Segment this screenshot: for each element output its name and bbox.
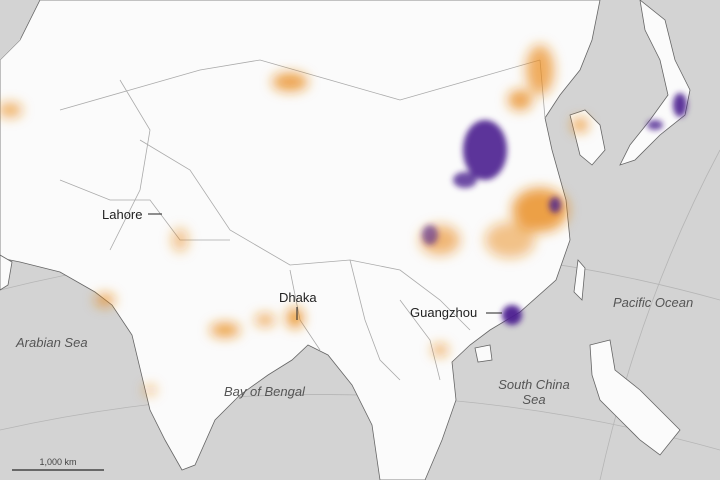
sea-label: South China [498, 377, 570, 392]
sea-label: Sea [522, 392, 545, 407]
no2-purple [422, 93, 687, 325]
land [0, 0, 691, 480]
sea-labels: Arabian Sea Bay of Bengal Pacific Ocean … [15, 295, 693, 407]
sea-label: Arabian Sea [15, 335, 88, 350]
city-label: Dhaka [279, 290, 317, 305]
scale-bar: 1,000 km [12, 457, 104, 471]
city-labels: Lahore Dhaka Guangzhou [102, 207, 502, 320]
scale-label: 1,000 km [39, 457, 76, 467]
city-label: Guangzhou [410, 305, 477, 320]
sea-label: Pacific Ocean [613, 295, 693, 310]
sea-label: Bay of Bengal [224, 384, 306, 399]
city-label: Lahore [102, 207, 142, 222]
